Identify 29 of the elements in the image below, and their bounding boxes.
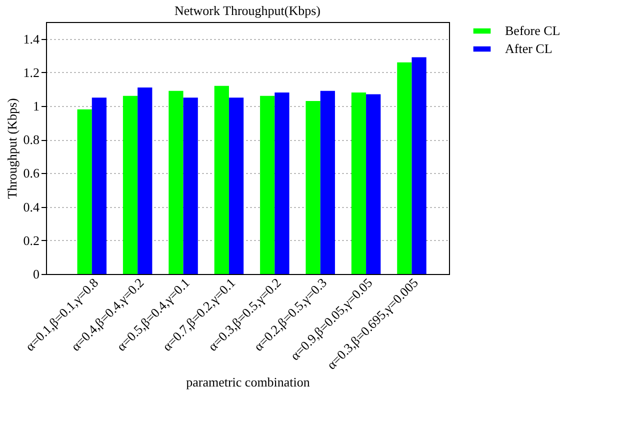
bar <box>77 109 92 274</box>
y-tick-label: 0.2 <box>23 232 40 248</box>
bar <box>366 94 381 274</box>
bar <box>320 90 335 274</box>
y-tick-label: 0.6 <box>23 166 40 181</box>
bar <box>168 90 184 274</box>
bar <box>412 57 426 274</box>
x-axis-title: parametric combination <box>186 374 310 390</box>
chart-title: Network Throughput(Kbps) <box>174 3 320 18</box>
bar <box>122 96 138 274</box>
bar <box>228 98 244 274</box>
y-tick-label: 0 <box>33 266 40 282</box>
legend-label: Before CL <box>505 23 560 38</box>
y-tick-label: 1.2 <box>23 64 40 80</box>
y-tick-label: 0.8 <box>23 132 40 148</box>
bar <box>92 98 107 274</box>
bar <box>351 92 366 274</box>
legend-label: After CL <box>505 41 552 56</box>
bar <box>183 98 198 274</box>
bar <box>260 96 275 274</box>
y-tick-label: 1 <box>33 98 40 114</box>
bar <box>138 88 152 274</box>
y-tick-label: 1.4 <box>23 31 40 46</box>
bar <box>274 92 290 274</box>
y-tick-label: 0.4 <box>23 199 40 214</box>
bar <box>214 86 229 274</box>
y-axis-title: Throughput (Kbps) <box>4 98 20 199</box>
bar <box>397 62 412 274</box>
bar <box>306 100 320 274</box>
